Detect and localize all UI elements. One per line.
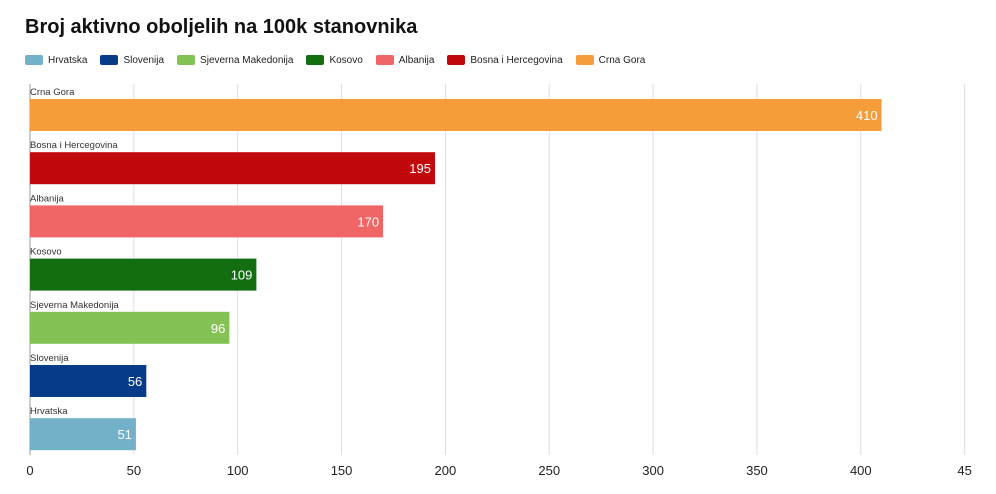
value-label: 51 [117,427,131,442]
legend-item: Slovenija [100,55,164,66]
value-label: 195 [409,161,431,176]
legend-label: Hrvatska [48,54,88,66]
x-tick-label: 45 [957,463,971,478]
legend-swatch [375,55,394,65]
category-label: Sjeverna Makedonija [30,300,119,311]
legend-label: Kosovo [329,54,363,66]
category-label: Crna Gora [30,87,75,98]
category-label: Hrvatska [30,406,68,417]
bar [30,311,230,344]
x-tick-label: 250 [538,463,560,478]
bar [30,152,436,185]
legend-swatch [25,55,43,65]
legend-label: Sjeverna Makedonija [200,54,294,66]
x-tick-label: 150 [331,463,353,478]
legend-item: Hrvatska [25,55,87,66]
legend-label: Albanija [398,54,435,66]
x-tick-label: 50 [127,463,141,478]
legend-swatch [177,55,196,65]
bar [30,99,882,131]
bar [30,258,257,291]
legend-item: Crna Gora [575,54,646,66]
legend-label: Bosna i Hercegovina [470,54,563,66]
legend-swatch [306,55,325,65]
category-label: Slovenija [30,353,69,364]
category-label: Kosovo [30,247,62,258]
x-tick-label: 400 [850,463,872,478]
x-tick-label: 100 [227,463,249,478]
bar [30,365,147,397]
legend-item: Bosna i Hercegovina [447,54,563,66]
x-tick-label: 350 [746,463,768,478]
legend-item: Albanija [375,54,435,66]
x-tick-label: 0 [26,463,33,478]
legend-item: Sjeverna Makedonija [177,55,293,66]
value-label: 410 [856,108,878,123]
bar [30,418,136,451]
category-label: Bosna i Hercegovina [30,140,118,151]
value-label: 56 [128,374,142,389]
legend-swatch [575,55,594,65]
x-tick-label: 200 [435,463,457,478]
legend-swatch [447,55,466,65]
chart-title: Broj aktivno oboljelih na 100k stanovnik… [25,16,418,38]
bar [30,205,384,238]
value-label: 96 [211,321,225,336]
value-label: 109 [231,268,253,283]
legend-swatch [100,55,119,65]
value-label: 170 [357,214,379,229]
legend-label: Slovenija [123,54,165,66]
category-label: Albanija [30,193,65,204]
legend-label: Crna Gora [598,54,646,66]
legend: Hrvatska Slovenija Sjeverna Makedonija Koso… [25,52,658,68]
legend-item: Kosovo [306,54,363,66]
x-tick-label: 300 [642,463,664,478]
